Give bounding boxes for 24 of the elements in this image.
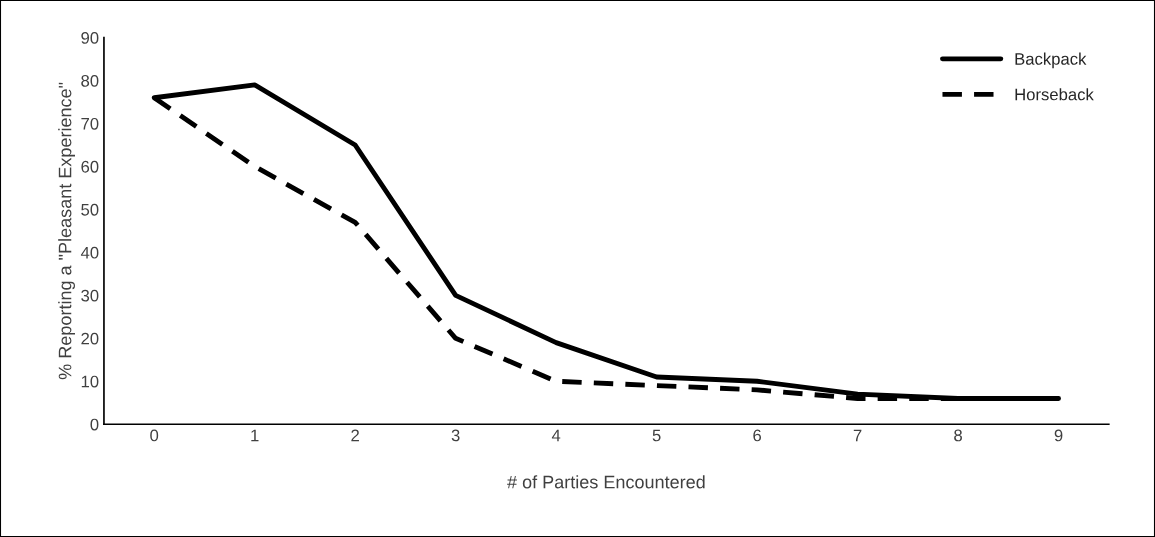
y-tick-label: 0	[90, 418, 99, 431]
x-tick-label: 4	[551, 429, 561, 442]
x-tick-label: 0	[150, 429, 159, 442]
x-tick-label: 9	[1054, 429, 1063, 442]
x-tick-label: 6	[753, 429, 761, 442]
x-tick-label: 3	[451, 429, 460, 442]
y-tick-label: 70	[81, 117, 99, 130]
y-axis-title: % Reporting a "Pleasant Experience"	[58, 82, 75, 380]
x-tick-label: 5	[652, 429, 661, 442]
x-tick-label: 8	[954, 429, 962, 442]
x-tick-label: 1	[251, 429, 259, 442]
y-tick-label: 40	[80, 246, 99, 259]
x-tick-label: 2	[351, 429, 359, 442]
y-tick-label: 80	[81, 74, 99, 87]
y-tick-label: 90	[81, 31, 99, 44]
y-tick-label: 20	[81, 332, 99, 345]
y-tick-label: 60	[81, 160, 99, 173]
x-axis-title: # of Parties Encountered	[507, 475, 705, 489]
x-tick-label: 7	[853, 429, 862, 442]
legend-label: Horseback	[1015, 88, 1094, 101]
legend-label: Backpack	[1015, 52, 1087, 69]
y-tick-label: 10	[81, 375, 99, 388]
y-tick-label: 50	[81, 203, 99, 216]
y-tick-label: 30	[81, 289, 99, 302]
